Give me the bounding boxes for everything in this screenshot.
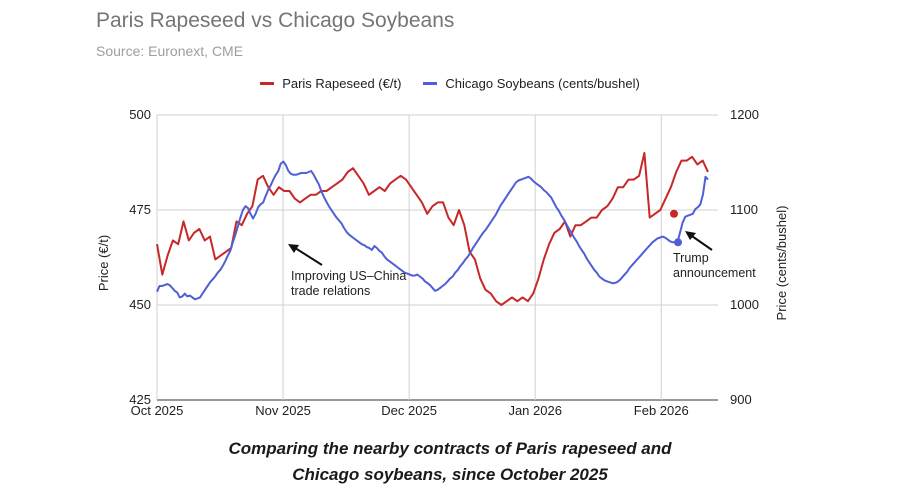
rapeseed-event-marker — [670, 209, 678, 218]
right-axis-ticks: 1200 1100 1000 900 — [730, 107, 759, 407]
chart-caption: Comparing the nearby contracts of Paris … — [0, 436, 900, 488]
series-line-soybeans — [156, 160, 709, 301]
x-tick-label: Feb 2026 — [634, 403, 689, 418]
gridlines — [156, 114, 718, 401]
annotation-arrowhead-trump — [685, 231, 696, 240]
soybeans-event-marker — [674, 238, 682, 247]
left-axis-title: Price (€/t) — [96, 235, 111, 291]
chart-title: Paris Rapeseed vs Chicago Soybeans — [96, 9, 455, 32]
left-tick-label: 450 — [129, 297, 151, 312]
series-line-rapeseed — [156, 152, 709, 306]
legend-item-rapeseed[interactable]: Paris Rapeseed (€/t) — [260, 76, 401, 91]
right-tick-label: 1200 — [730, 107, 759, 122]
legend-swatch-soybeans — [423, 82, 438, 85]
legend-label-rapeseed: Paris Rapeseed (€/t) — [282, 76, 402, 91]
right-tick-label: 1100 — [730, 202, 758, 217]
chart-subtitle: Source: Euronext, CME — [96, 43, 244, 59]
caption-line-1: Comparing the nearby contracts of Paris … — [228, 439, 672, 458]
x-axis-ticks: Oct 2025 Nov 2025 Dec 2025 Jan 2026 Feb 2026 — [131, 403, 689, 418]
left-tick-label: 425 — [129, 392, 151, 407]
event-markers — [670, 209, 682, 247]
legend-swatch-rapeseed — [260, 82, 275, 85]
annotations: Improving US–China trade relations Trump… — [288, 231, 756, 298]
x-tick-label: Dec 2025 — [381, 403, 437, 418]
annotation-arrowhead-trade — [288, 244, 299, 253]
legend-label-soybeans: Chicago Soybeans (cents/bushel) — [445, 76, 640, 91]
annotation-arrow-trade — [291, 245, 323, 266]
right-tick-label: 1000 — [730, 297, 759, 312]
caption-line-2: Chicago soybeans, since October 2025 — [292, 465, 608, 484]
annotation-trade-line1: Improving US–China — [291, 269, 406, 283]
legend-item-soybeans[interactable]: Chicago Soybeans (cents/bushel) — [423, 76, 640, 91]
series-lines — [156, 152, 709, 306]
chart-legend: Paris Rapeseed (€/t) Chicago Soybeans (c… — [0, 76, 900, 91]
left-tick-label: 500 — [129, 107, 151, 122]
x-tick-label: Nov 2025 — [255, 403, 311, 418]
annotation-trump-line1: Trump — [673, 251, 709, 265]
left-tick-label: 475 — [129, 202, 151, 217]
x-tick-label: Oct 2025 — [131, 403, 184, 418]
left-axis-ticks: 500 475 450 425 — [129, 107, 151, 407]
right-tick-label: 900 — [730, 392, 752, 407]
annotation-trump-line2: announcement — [673, 266, 756, 280]
x-tick-label: Jan 2026 — [508, 403, 562, 418]
right-axis-title: Price (cents/bushel) — [774, 206, 789, 321]
annotation-trade-line2: trade relations — [291, 284, 370, 298]
